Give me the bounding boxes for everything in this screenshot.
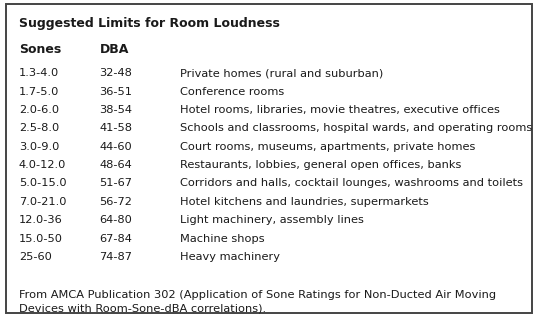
- Text: Sones: Sones: [19, 43, 61, 56]
- Text: 36-51: 36-51: [100, 87, 132, 97]
- Text: 4.0-12.0: 4.0-12.0: [19, 160, 66, 170]
- Text: 48-64: 48-64: [100, 160, 132, 170]
- Text: DBA: DBA: [100, 43, 129, 56]
- Text: 38-54: 38-54: [100, 105, 132, 115]
- Text: 56-72: 56-72: [100, 197, 132, 207]
- Text: Private homes (rural and suburban): Private homes (rural and suburban): [180, 68, 384, 78]
- Text: Corridors and halls, cocktail lounges, washrooms and toilets: Corridors and halls, cocktail lounges, w…: [180, 178, 523, 189]
- Text: Heavy machinery: Heavy machinery: [180, 252, 280, 262]
- Text: 3.0-9.0: 3.0-9.0: [19, 142, 59, 152]
- Text: 32-48: 32-48: [100, 68, 132, 78]
- Text: 51-67: 51-67: [100, 178, 132, 189]
- FancyBboxPatch shape: [6, 4, 532, 313]
- Text: Court rooms, museums, apartments, private homes: Court rooms, museums, apartments, privat…: [180, 142, 476, 152]
- Text: 15.0-50: 15.0-50: [19, 234, 63, 244]
- Text: Hotel kitchens and laundries, supermarkets: Hotel kitchens and laundries, supermarke…: [180, 197, 429, 207]
- Text: Machine shops: Machine shops: [180, 234, 265, 244]
- Text: 67-84: 67-84: [100, 234, 132, 244]
- Text: 12.0-36: 12.0-36: [19, 215, 62, 225]
- Text: Devices with Room-Sone-dBA correlations).: Devices with Room-Sone-dBA correlations)…: [19, 304, 266, 314]
- Text: 1.3-4.0: 1.3-4.0: [19, 68, 59, 78]
- Text: Light machinery, assembly lines: Light machinery, assembly lines: [180, 215, 364, 225]
- Text: Hotel rooms, libraries, movie theatres, executive offices: Hotel rooms, libraries, movie theatres, …: [180, 105, 500, 115]
- Text: 5.0-15.0: 5.0-15.0: [19, 178, 67, 189]
- Text: 41-58: 41-58: [100, 123, 132, 133]
- Text: Schools and classrooms, hospital wards, and operating rooms: Schools and classrooms, hospital wards, …: [180, 123, 533, 133]
- Text: Conference rooms: Conference rooms: [180, 87, 285, 97]
- Text: 7.0-21.0: 7.0-21.0: [19, 197, 66, 207]
- Text: 44-60: 44-60: [100, 142, 132, 152]
- Text: 2.5-8.0: 2.5-8.0: [19, 123, 59, 133]
- Text: From AMCA Publication 302 (Application of Sone Ratings for Non-Ducted Air Moving: From AMCA Publication 302 (Application o…: [19, 290, 496, 300]
- Text: 25-60: 25-60: [19, 252, 52, 262]
- Text: Suggested Limits for Room Loudness: Suggested Limits for Room Loudness: [19, 17, 280, 30]
- Text: 2.0-6.0: 2.0-6.0: [19, 105, 59, 115]
- Text: 74-87: 74-87: [100, 252, 132, 262]
- Text: 64-80: 64-80: [100, 215, 132, 225]
- Text: Restaurants, lobbies, general open offices, banks: Restaurants, lobbies, general open offic…: [180, 160, 462, 170]
- Text: 1.7-5.0: 1.7-5.0: [19, 87, 59, 97]
